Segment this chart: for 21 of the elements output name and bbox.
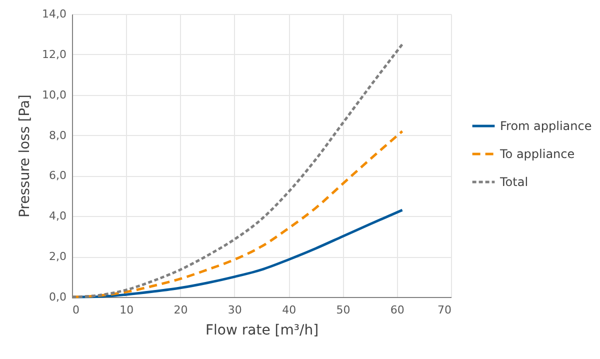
x-tick-label: 60 [390, 304, 404, 316]
x-tick-label: 10 [120, 304, 134, 316]
x-tick-label: 40 [282, 304, 296, 316]
y-tick-label: 10,0 [42, 88, 66, 102]
y-tick-label: 12,0 [42, 48, 66, 61]
x-tick-label: 70 [438, 304, 452, 316]
y-axis-title: Pressure loss [Pa] [17, 94, 34, 218]
y-tick-label: 6,0 [49, 169, 66, 182]
y-tick-label: 0,0 [49, 290, 66, 304]
y-tick-label: 8,0 [49, 128, 66, 142]
x-tick-label: 20 [174, 304, 188, 316]
legend-label: From appliance [500, 119, 592, 133]
x-tick-label: 50 [336, 304, 350, 316]
y-tick-label: 14,0 [42, 8, 66, 20]
x-axis-title: Flow rate [m³/h] [205, 322, 319, 338]
x-tick-label: 30 [228, 304, 242, 316]
y-tick-label: 2,0 [49, 250, 66, 264]
legend-label: To appliance [499, 147, 575, 161]
legend-label: Total [499, 175, 528, 189]
y-tick-label: 4,0 [49, 210, 66, 223]
x-tick-label: 0 [72, 304, 80, 316]
